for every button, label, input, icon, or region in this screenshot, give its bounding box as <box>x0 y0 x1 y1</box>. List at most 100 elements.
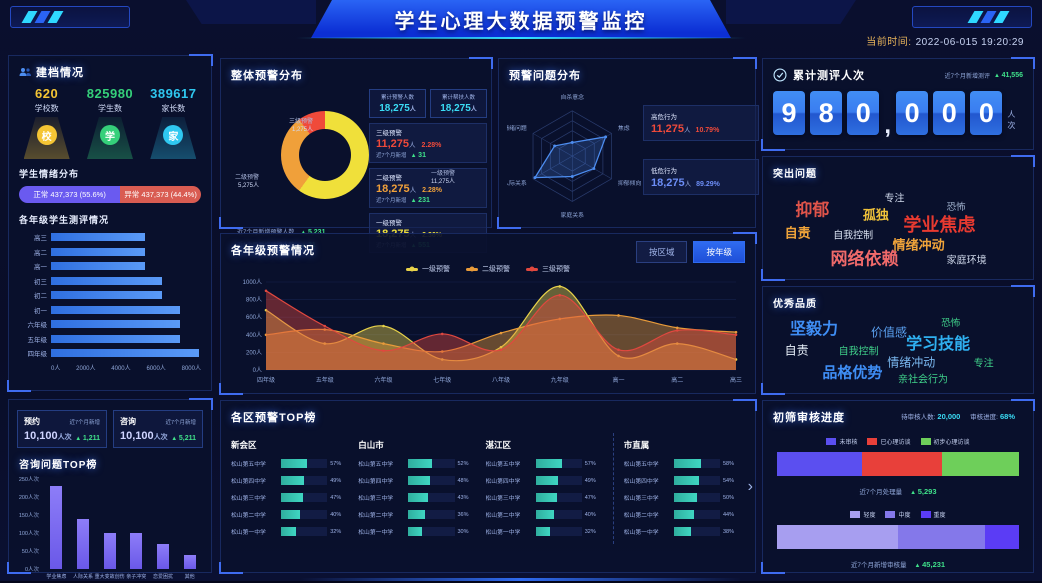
consult-bar-col: 重大变故创伤 <box>95 479 125 580</box>
bar-track <box>408 476 455 485</box>
level-card-value: 18,275人 <box>376 183 417 195</box>
people-icon <box>19 68 31 76</box>
ytick-label: 1000人 <box>243 279 262 286</box>
summary-box: 累计预警人数 18,275人 <box>369 89 426 118</box>
xtick: 6000人 <box>146 365 166 372</box>
grade-assess-row: 初三 <box>9 274 211 289</box>
legend-item: 一级预警 <box>406 264 450 274</box>
bar-track <box>281 527 328 536</box>
xtick: 2000人 <box>76 365 96 372</box>
review-legend-item: 重度 <box>920 510 946 519</box>
cloud-word: 自责 <box>784 343 809 358</box>
header-decoration-left <box>186 0 316 24</box>
archive-stat: 620 学校数校 <box>17 86 77 159</box>
bar-percent: 49% <box>584 477 596 484</box>
stat-boxes: 预约近7个月新增10,100人次1,211咨询近7个月新增10,100人次5,2… <box>9 400 211 452</box>
area-fill <box>266 286 736 370</box>
grade-label: 六年级 <box>27 322 48 330</box>
stat-box-value: 10,100人次 <box>120 430 168 442</box>
review-legend-1: 未审核 已心理访谈 初步心理访谈 <box>763 437 1033 446</box>
bottom-glow-line <box>300 578 742 581</box>
emotion-segment: 异常 437,373 (44.4%) <box>120 186 201 203</box>
consult-yticks: 250人次 200人次 150人次 100人次 50人次 0人次 <box>17 477 41 573</box>
cloud-word: 恐怖 <box>946 202 966 214</box>
bar-track <box>51 247 201 256</box>
bar-fill <box>673 493 697 502</box>
stat-box-title: 预约 <box>24 417 40 426</box>
archive-stat-value: 620 <box>35 86 59 101</box>
consult-bar <box>50 486 63 569</box>
level-delta-label: 近7个月新增 <box>376 198 407 204</box>
grade-assess-row: 初二 <box>9 288 211 303</box>
review-legend-label: 未审核 <box>839 440 858 446</box>
data-point <box>734 358 738 361</box>
data-point <box>617 314 620 317</box>
emotion-segment: 正常 437,373 (55.6%) <box>19 186 121 203</box>
region-name: 湛江区 <box>485 440 512 450</box>
bar-fill <box>408 459 433 468</box>
footnote-delta: 5,231 <box>300 229 325 236</box>
cloud-word: 坚毅力 <box>790 321 839 339</box>
level-card-unit: 人 <box>409 142 416 149</box>
page-title: 学生心理大数据预警监控 <box>394 10 648 33</box>
data-point <box>617 348 620 352</box>
region-group: 市直属 松山第五中学 58% 松山第四中学 54% 松山第三中学 50% 松山第二中学 44% 松… <box>612 433 741 544</box>
grade-label: 五年级 <box>27 336 48 344</box>
carousel-next-arrow[interactable]: › <box>747 477 753 495</box>
data-point <box>499 331 503 335</box>
level-card-name: 一级预警 <box>376 220 402 227</box>
school-label: 松山第五中学 <box>358 462 394 468</box>
review-legend-item: 中度 <box>885 510 911 519</box>
grade-label: 高三 <box>34 235 47 243</box>
level-card-delta-row: 近7个月新增 31 <box>376 151 480 159</box>
current-time-value: 2022-06-015 19:20:29 <box>915 37 1024 48</box>
bar-track <box>281 459 328 468</box>
data-point <box>323 342 327 345</box>
bar-fill <box>281 527 296 536</box>
school-label: 松山第二中学 <box>485 513 521 519</box>
toggle-button-按年级[interactable]: 按年级 <box>693 241 745 263</box>
legend-label: 三级预警 <box>542 266 570 273</box>
problem-card-pct: 10.79% <box>695 127 720 134</box>
toggle-button-按区域[interactable]: 按区域 <box>635 241 688 263</box>
bar-fill <box>51 334 181 343</box>
cloud-word: 自责 <box>784 225 811 241</box>
bar-track <box>673 476 720 485</box>
grade-label: 初二 <box>34 293 47 301</box>
bar-track <box>51 320 201 329</box>
grade-assess-chart: 高三 高二 高一 初三 初二 初一 六年级 五年级 四年级 0人 2000人 4000人 6000人 80… <box>9 230 211 372</box>
consult-bars: 学业焦虑 人际关系 重大变故创伤 亲子冲突 恋爱困扰 其他 <box>43 479 203 580</box>
assess-delta-value: 41,556 <box>994 72 1023 79</box>
cloud-word: 自我控制 <box>838 346 879 358</box>
radar-data-point <box>570 141 574 144</box>
data-point <box>675 326 679 330</box>
bar-percent: 32% <box>584 528 596 535</box>
flip-digit: 0 <box>933 91 966 135</box>
emotion-title: 学生情绪分布 <box>19 169 80 179</box>
flip-digit: 9 <box>773 91 806 135</box>
grade-assess-row: 高三 <box>9 230 211 245</box>
school-label: 松山第三中学 <box>231 496 266 502</box>
stat-box-delta: 1,211 <box>75 435 100 442</box>
bar-track <box>51 334 201 343</box>
archive-stat: 825980 学生数学 <box>80 86 140 159</box>
archive-stats: 620 学校数校 825980 学生数学 389617 家长数家 <box>9 84 211 161</box>
progress-label: 审核进度: <box>970 414 998 421</box>
header-slashes-right <box>912 6 1032 28</box>
bar-fill <box>535 510 554 519</box>
xtick-label: 八年级 <box>492 376 510 384</box>
bar-fill <box>673 510 695 519</box>
grade-warning-legend: 一级预警 二级预警 三级预警 <box>221 264 755 274</box>
stat-box: 预约 近7个月新增 10,100人次1,211 <box>17 410 107 448</box>
bar-fill <box>535 527 551 536</box>
legend-item: 三级预警 <box>526 264 570 274</box>
panel-problems-cloud: 突出问题 专注 恐怖 抑郁 孤独 学业焦虑 自责 自我控制 情绪冲动 网络依赖 家庭环境 <box>761 155 1035 281</box>
strengths-wordcloud: 坚毅力 价值感 恐怖 学习技能 自责 自我控制 情绪冲动 专注 品格优势 亲社会行为 <box>763 311 1033 393</box>
cloud-word: 情绪冲动 <box>887 355 936 370</box>
title-banner: 学生心理大数据预警监控 <box>311 0 731 38</box>
header-decoration-right <box>726 0 856 24</box>
school-label: 松山第四中学 <box>231 479 266 485</box>
